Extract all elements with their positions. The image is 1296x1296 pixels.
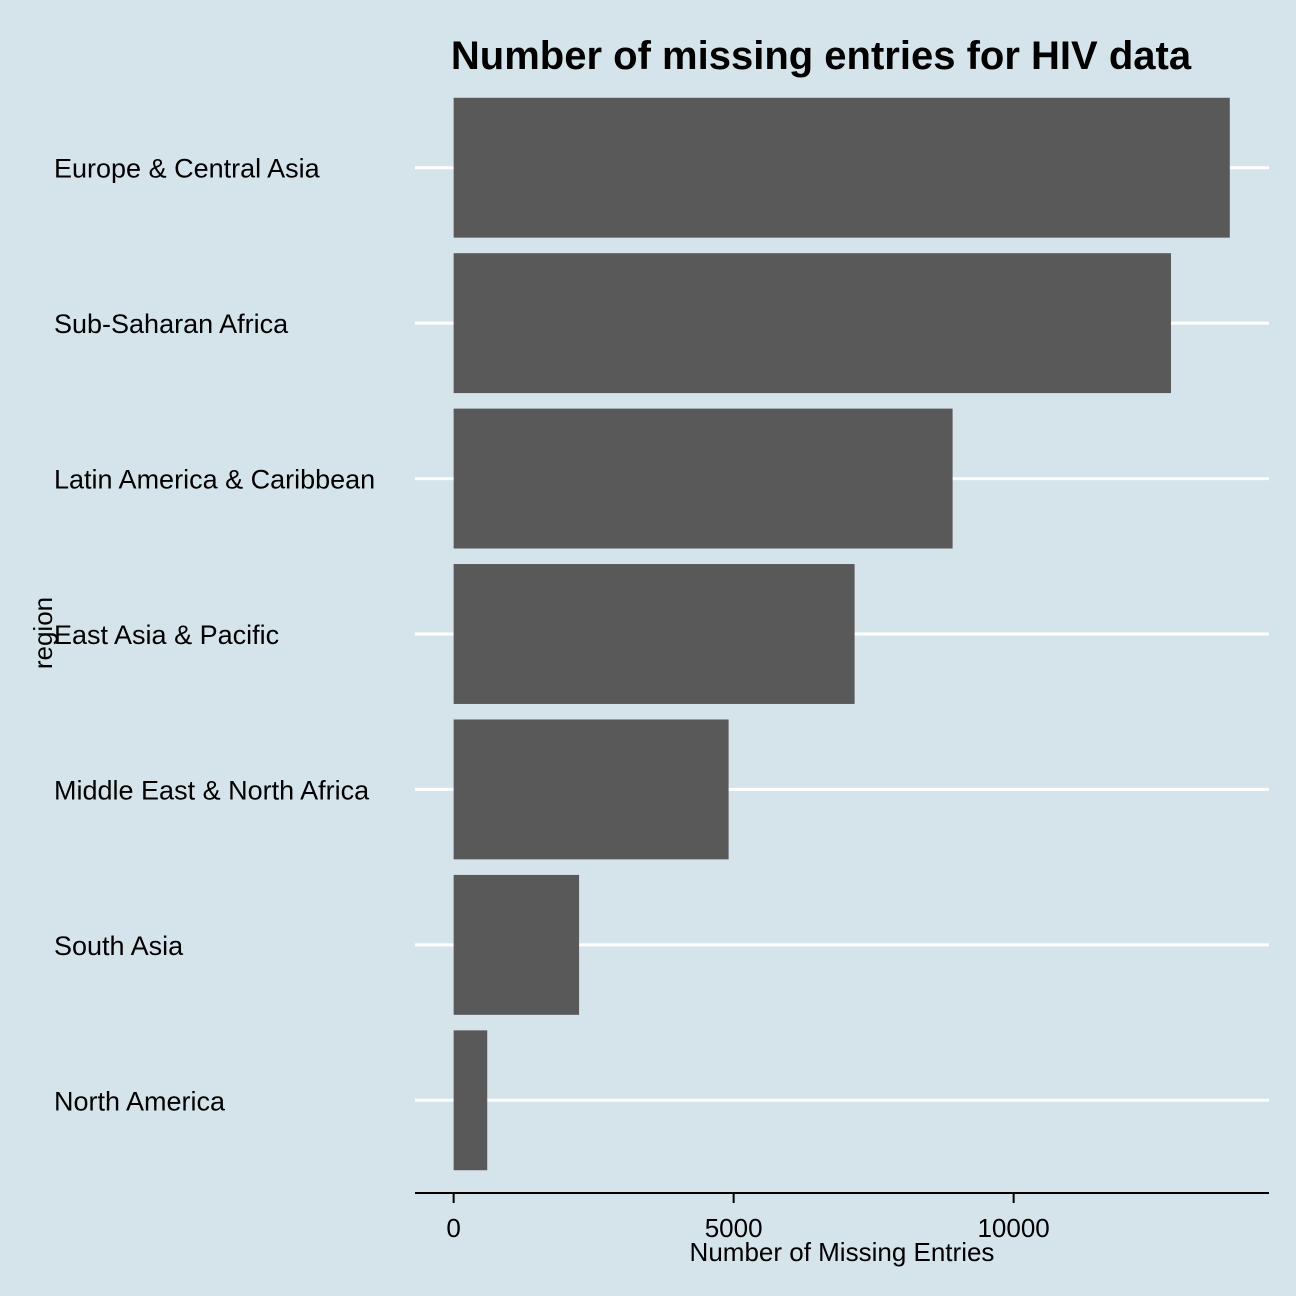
category-label: Sub-Saharan Africa <box>54 309 289 339</box>
y-axis-title: region <box>28 597 58 669</box>
chart-title: Number of missing entries for HIV data <box>451 34 1192 78</box>
x-tick-label: 5000 <box>705 1213 763 1243</box>
category-label: South Asia <box>54 931 184 961</box>
bar <box>453 408 953 549</box>
category-label: Middle East & North Africa <box>54 775 370 805</box>
bar <box>453 97 1230 238</box>
x-tick-label: 0 <box>446 1213 460 1243</box>
bar <box>453 719 729 860</box>
x-axis-title: Number of Missing Entries <box>690 1237 995 1267</box>
category-label: North America <box>54 1086 226 1116</box>
category-label: Latin America & Caribbean <box>54 465 375 495</box>
category-label: East Asia & Pacific <box>54 620 279 650</box>
bar <box>453 564 855 704</box>
x-tick-label: 10000 <box>977 1213 1049 1243</box>
bar <box>453 874 580 1015</box>
category-label: Europe & Central Asia <box>54 154 321 184</box>
category-labels: Europe & Central Asia Sub-Saharan Africa L… <box>54 154 375 1117</box>
x-axis-ticks: 0 5000 10000 <box>446 1193 1050 1243</box>
bars <box>453 97 1230 1171</box>
bar <box>453 253 1171 394</box>
bar <box>453 1030 488 1171</box>
